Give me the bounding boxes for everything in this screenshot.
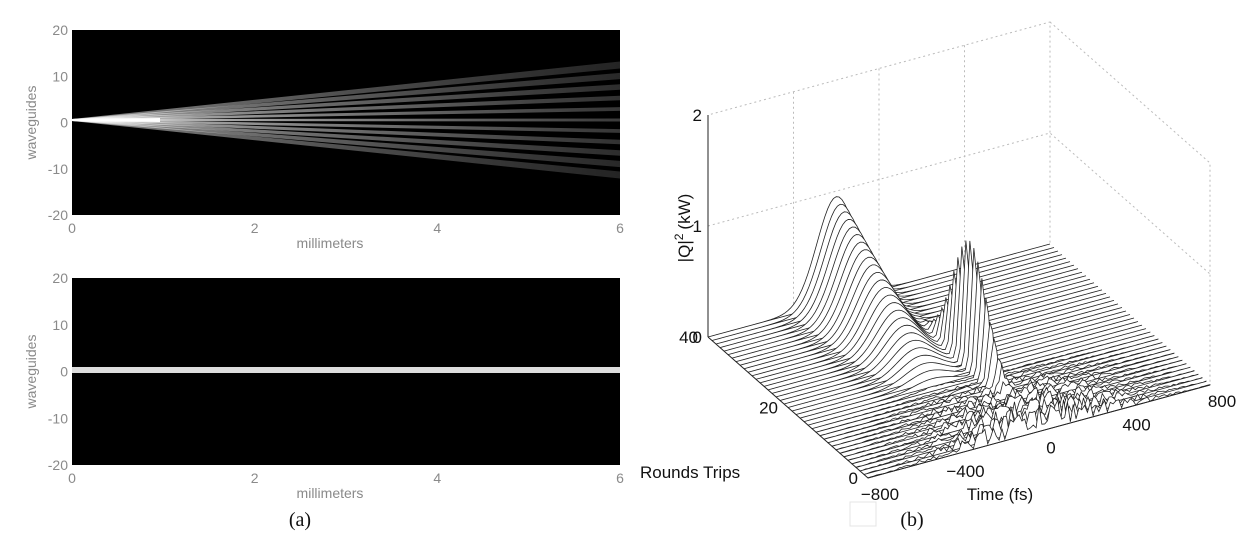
y-tick-label: -10 [48,410,68,426]
y-tick-label: -20 [48,457,68,473]
trace [807,278,1151,426]
heatmap-top [72,30,620,215]
trace [783,257,1127,405]
caption: (b) [900,509,923,531]
x-tick-label: 0 [68,470,76,486]
trace [799,248,1143,419]
x-axis-label: millimeters [297,235,364,251]
x-tick-label: 4 [433,470,441,486]
y-axis-label: waveguides [23,335,39,410]
trace [811,297,1155,430]
y-tick-label: 0 [60,115,68,131]
y-axis-label: waveguides [23,86,39,161]
beam [72,61,620,121]
caption: (a) [289,509,311,531]
x-tick-label: 2 [251,220,259,236]
y-tick-label: 20 [52,270,68,286]
trace [743,264,1087,370]
label-part: |Q| [675,240,694,262]
beam [72,84,620,121]
y-tick-label: 20 [759,399,778,418]
z-tick-label: 2 [693,106,702,125]
beam [72,119,620,133]
beam [72,72,620,121]
x-tick-label: 4 [433,220,441,236]
trace [779,270,1123,401]
y-tick-label: 10 [52,317,68,333]
z-tick-label: 1 [693,217,702,236]
label-part: 2 [672,233,686,240]
beam [72,119,620,168]
trace [735,249,1079,363]
z-axis-label: |Q|2 (kW) [672,194,694,263]
x-tick-label: 400 [1122,415,1150,434]
beam [72,119,620,156]
y-tick-label: 0 [60,364,68,380]
trace [831,352,1175,447]
x-axis-label: millimeters [297,485,364,501]
heatmap-bottom [72,278,620,465]
y-tick-label: 10 [52,68,68,84]
y-tick-label: -10 [48,161,68,177]
axis-line [707,336,869,479]
beam [72,118,620,122]
x-tick-label: 6 [616,470,624,486]
beam [72,95,620,121]
trace [775,284,1119,398]
z-tick-label: 0 [693,328,702,347]
x-tick-label: 6 [616,220,624,236]
y-axis-label: Rounds Trips [640,463,740,482]
x-axis-label: Time (fs) [967,485,1033,504]
beam [72,119,620,179]
label-part: (kW) [675,194,694,230]
trace [731,241,1075,359]
x-tick-label: 2 [251,470,259,486]
y-tick-label: 0 [849,469,858,488]
trace [787,246,1131,408]
x-tick-label: 800 [1208,392,1236,411]
trace [815,322,1159,433]
trace [739,256,1083,366]
x-tick-label: 0 [68,220,76,236]
beam [72,118,160,122]
axis-line [867,384,1211,479]
trace [795,240,1139,415]
x-tick-label: −800 [861,485,899,504]
x-tick-label: 0 [1046,439,1055,458]
y-tick-label: 40 [679,328,698,347]
y-tick-label: -20 [48,207,68,223]
trace [803,261,1147,422]
box-edge [1049,21,1211,385]
artifact-box [849,501,877,527]
grid-line [707,132,1211,275]
beam [72,107,620,121]
x-tick-label: −400 [946,462,984,481]
trace [791,240,1135,412]
beam [72,367,620,373]
waterfall-plot [707,21,1211,479]
y-tick-label: 20 [52,22,68,38]
beam [72,119,620,145]
